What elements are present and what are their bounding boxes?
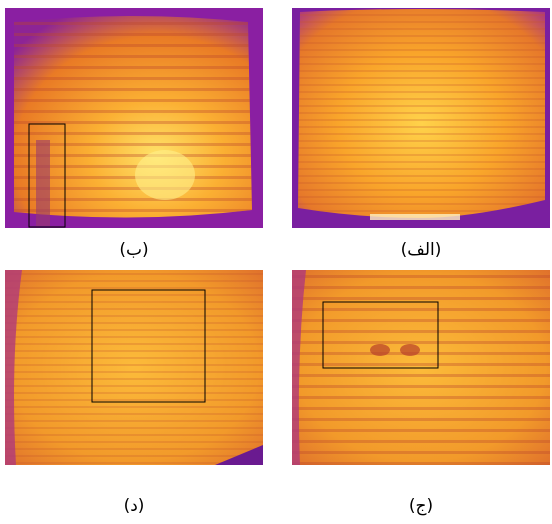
thermal-image xyxy=(5,270,263,465)
panel-caption: (الف) xyxy=(400,240,442,260)
thermal-image xyxy=(292,270,550,465)
thermal-image xyxy=(292,8,550,228)
thermal-image xyxy=(5,8,263,228)
panel-caption: (ب) xyxy=(119,240,149,260)
panel-caption: (د) xyxy=(123,496,145,516)
panel-caption: (ج) xyxy=(408,496,434,516)
